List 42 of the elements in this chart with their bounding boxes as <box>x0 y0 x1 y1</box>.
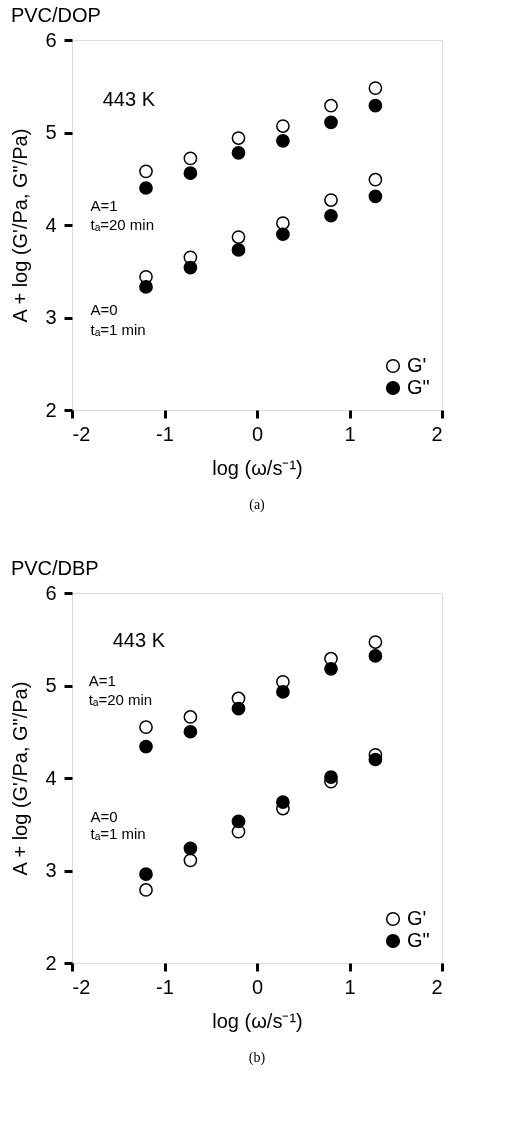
x-tick-label: 0 <box>251 422 264 445</box>
y-tick-label: 3 <box>45 859 57 881</box>
y-tick-label: 2 <box>45 951 57 974</box>
text: (b) <box>248 1050 266 1066</box>
legend-label: G' <box>407 907 427 929</box>
legend-label: G" <box>407 376 430 398</box>
x-tick-label: -2 <box>72 422 91 445</box>
x-tick-label: -1 <box>156 975 174 998</box>
legend-label: G" <box>407 929 430 951</box>
annotation: A=1 <box>88 671 116 689</box>
annotation: 443 K <box>102 88 156 111</box>
annotation: A=1 <box>90 197 118 215</box>
y-axis-title: A + log (G'/Pa, G"/Pa) <box>9 681 32 876</box>
y-tick-label: 3 <box>45 306 57 328</box>
annotation: tₐ=1 min <box>90 825 146 843</box>
x-axis-title: log (ω/s⁻¹) <box>212 456 303 479</box>
y-tick-label: 6 <box>45 28 57 51</box>
legend-label: G' <box>407 354 427 376</box>
y-axis-title: A + log (G'/Pa, G"/Pa) <box>9 128 32 323</box>
x-tick-label: -1 <box>156 422 174 445</box>
x-tick-label: 2 <box>431 975 443 998</box>
y-tick-label: 5 <box>45 121 57 143</box>
annotation: A=0 <box>90 808 118 826</box>
x-axis-title: log (ω/s⁻¹) <box>212 1009 303 1032</box>
annotation: tₐ=1 min <box>90 320 146 338</box>
chart-title: PVC/DOP <box>10 4 101 26</box>
annotation: A=0 <box>90 301 118 319</box>
annotation: tₐ=20 min <box>88 691 153 709</box>
x-tick-label: 2 <box>431 422 443 445</box>
annotation: 443 K <box>112 629 166 652</box>
text: (a) <box>249 497 266 513</box>
x-tick-label: 0 <box>251 975 264 998</box>
y-tick-label: 5 <box>45 674 57 696</box>
x-tick-label: 1 <box>344 422 356 445</box>
chart-title: PVC/DBP <box>10 557 99 579</box>
y-tick-label: 6 <box>45 581 57 604</box>
annotation: tₐ=20 min <box>90 216 155 233</box>
y-tick-label: 4 <box>45 213 57 236</box>
y-tick-label: 2 <box>45 398 57 421</box>
x-tick-label: 1 <box>344 975 356 998</box>
x-tick-label: -2 <box>72 975 91 998</box>
y-tick-label: 4 <box>45 766 57 789</box>
